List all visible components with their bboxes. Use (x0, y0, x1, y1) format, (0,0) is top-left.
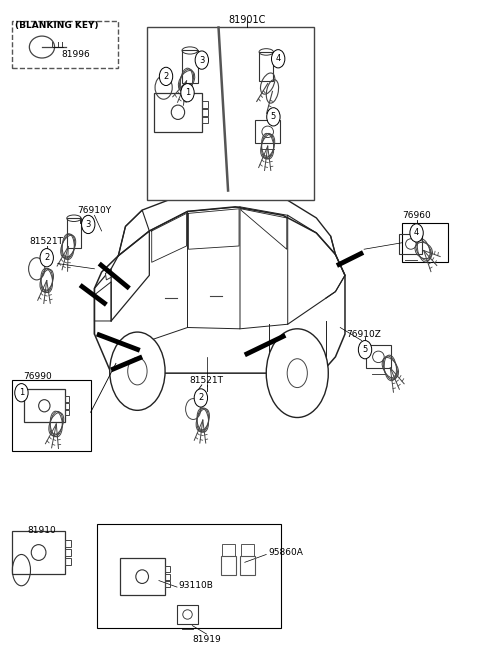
Bar (402, 223, 447, 262)
Bar (12, 380, 91, 451)
Bar (147, 28, 314, 200)
Circle shape (82, 215, 95, 234)
Text: 4: 4 (276, 54, 281, 64)
Bar (154, 93, 202, 132)
Text: 2: 2 (198, 394, 204, 402)
Bar (65, 557, 71, 565)
Bar (65, 396, 70, 402)
Bar (255, 121, 280, 143)
Bar (65, 403, 70, 409)
Bar (97, 525, 281, 627)
Bar (120, 558, 165, 595)
Text: 5: 5 (271, 112, 276, 121)
Bar (65, 409, 70, 415)
Text: 76910Y: 76910Y (77, 206, 111, 215)
Text: 81901C: 81901C (228, 14, 266, 25)
Text: 4: 4 (414, 229, 419, 237)
Bar (399, 234, 422, 254)
Bar (12, 531, 65, 574)
Text: 81521T: 81521T (30, 237, 64, 246)
Bar (202, 101, 207, 107)
Text: 5: 5 (362, 345, 368, 354)
Text: 93110B: 93110B (178, 580, 213, 590)
Text: 81919: 81919 (192, 635, 221, 644)
Circle shape (267, 107, 280, 126)
Text: 95860A: 95860A (269, 548, 303, 557)
Bar (222, 544, 235, 556)
Bar (165, 566, 170, 572)
Bar (221, 556, 236, 575)
Text: 2: 2 (44, 253, 49, 262)
Bar (24, 389, 65, 422)
Ellipse shape (266, 329, 328, 417)
Circle shape (272, 50, 285, 68)
Circle shape (15, 384, 28, 402)
Circle shape (194, 389, 207, 407)
Bar (182, 50, 198, 83)
Bar (240, 556, 255, 575)
Bar (202, 109, 207, 115)
Text: 76910Z: 76910Z (347, 329, 382, 339)
Text: 1: 1 (185, 88, 190, 97)
Text: 76990: 76990 (23, 372, 51, 381)
Circle shape (40, 249, 53, 267)
Text: (BLANKING KEY): (BLANKING KEY) (14, 21, 98, 30)
Circle shape (410, 224, 423, 242)
Polygon shape (106, 271, 111, 280)
Text: 1: 1 (19, 388, 24, 397)
Text: 3: 3 (199, 56, 204, 65)
Bar (65, 540, 71, 548)
Bar (65, 549, 71, 556)
Text: 3: 3 (85, 220, 91, 229)
Bar (177, 605, 198, 624)
Bar (366, 345, 391, 368)
Bar (67, 218, 81, 248)
Bar (165, 581, 170, 587)
Bar (165, 574, 170, 580)
Ellipse shape (110, 332, 165, 410)
Circle shape (359, 341, 372, 359)
Text: 81910: 81910 (28, 527, 56, 536)
Text: 81521T: 81521T (190, 377, 224, 386)
Text: 76960: 76960 (402, 211, 431, 220)
Circle shape (195, 51, 208, 69)
Circle shape (181, 84, 194, 102)
Bar (241, 544, 254, 556)
Text: 2: 2 (163, 72, 168, 81)
Bar (259, 52, 274, 81)
Circle shape (159, 67, 173, 86)
Text: 81996: 81996 (61, 50, 90, 60)
Bar (202, 117, 207, 123)
